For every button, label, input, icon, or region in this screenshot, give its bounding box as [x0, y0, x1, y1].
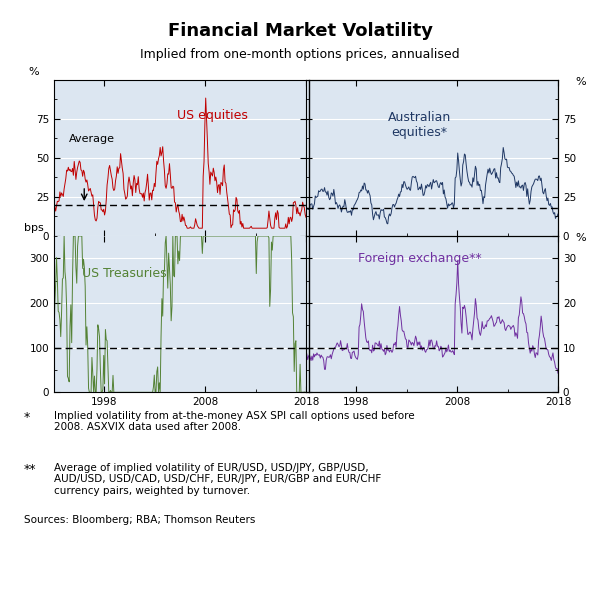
- Text: US equities: US equities: [178, 109, 248, 122]
- Text: *: *: [24, 411, 30, 424]
- Text: Implied from one-month options prices, annualised: Implied from one-month options prices, a…: [140, 48, 460, 61]
- Y-axis label: %: %: [575, 233, 586, 243]
- Text: Foreign exchange**: Foreign exchange**: [358, 251, 481, 265]
- Y-axis label: %: %: [29, 67, 39, 77]
- Text: Average of implied volatility of EUR/USD, USD/JPY, GBP/USD,
AUD/USD, USD/CAD, US: Average of implied volatility of EUR/USD…: [54, 463, 381, 496]
- Text: Implied volatility from at-the-money ASX SPI call options used before
2008. ASXV: Implied volatility from at-the-money ASX…: [54, 411, 415, 432]
- Text: US Treasuries: US Treasuries: [82, 267, 167, 280]
- Y-axis label: %: %: [575, 77, 586, 86]
- Text: Australian
equities*: Australian equities*: [388, 111, 451, 139]
- Text: **: **: [24, 463, 37, 476]
- Y-axis label: bps: bps: [24, 223, 44, 233]
- Text: Sources: Bloomberg; RBA; Thomson Reuters: Sources: Bloomberg; RBA; Thomson Reuters: [24, 515, 256, 525]
- Text: Financial Market Volatility: Financial Market Volatility: [167, 22, 433, 40]
- Text: Average: Average: [69, 134, 115, 144]
